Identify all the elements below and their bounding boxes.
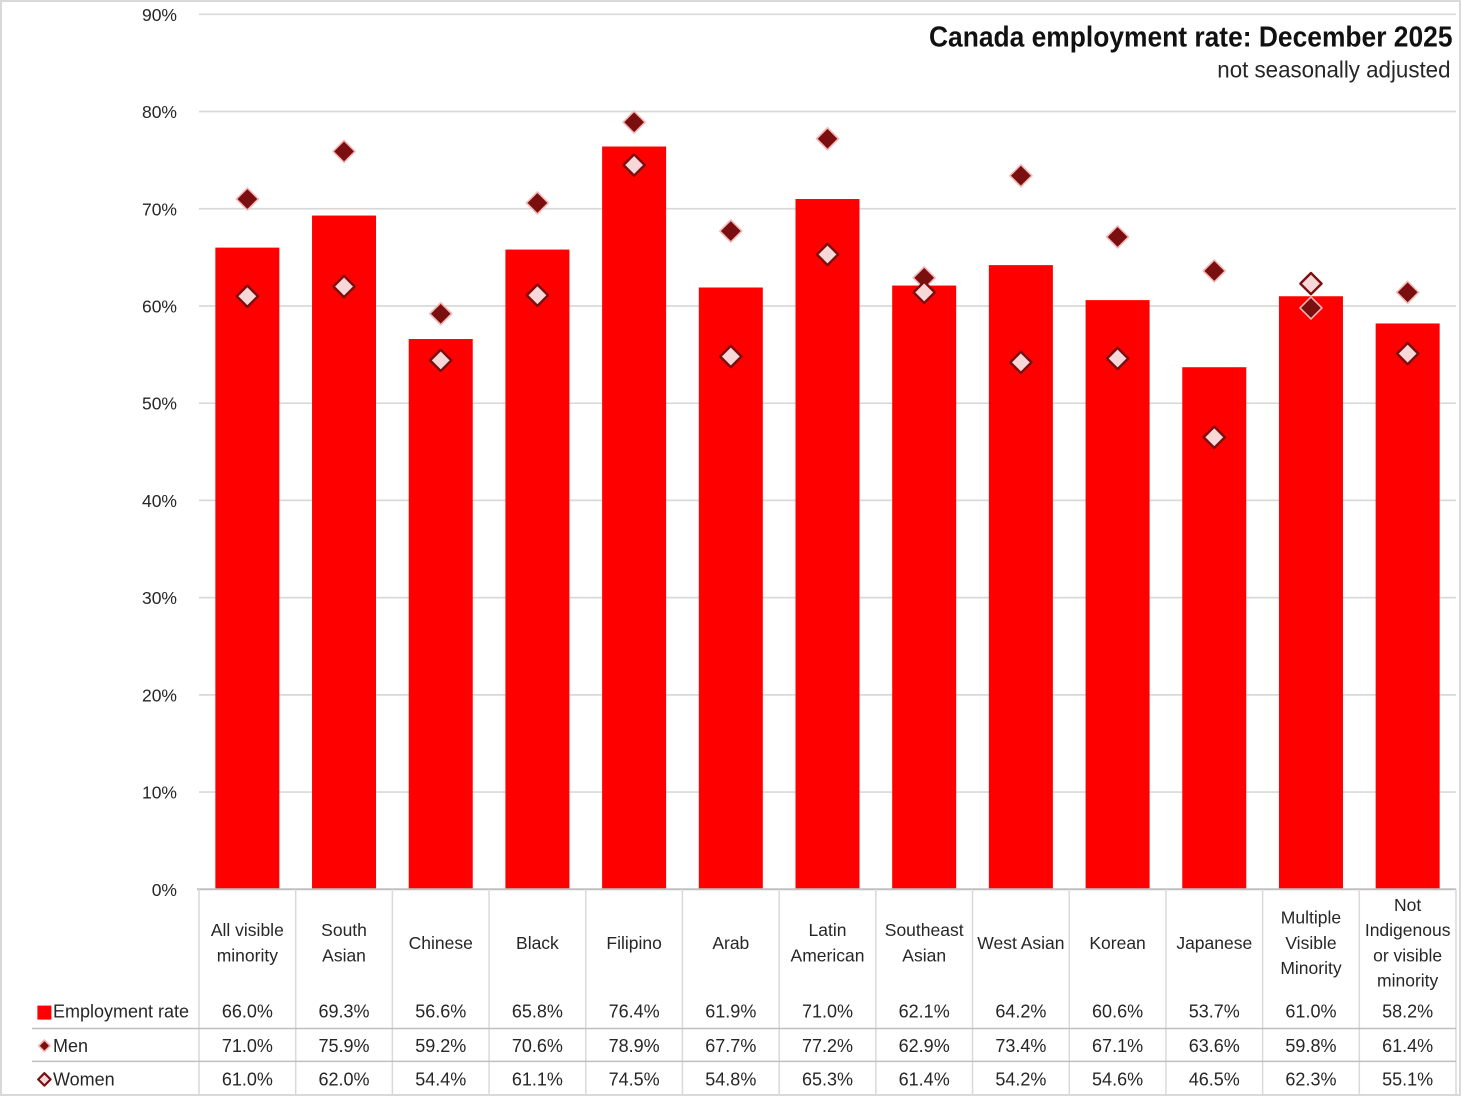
svg-text:61.1%: 61.1% bbox=[512, 1069, 563, 1089]
svg-text:59.8%: 59.8% bbox=[1285, 1036, 1336, 1056]
svg-text:61.0%: 61.0% bbox=[1285, 1002, 1336, 1022]
svg-text:or visible: or visible bbox=[1373, 945, 1442, 965]
svg-text:minority: minority bbox=[1377, 971, 1439, 991]
svg-text:60.6%: 60.6% bbox=[1092, 1002, 1143, 1022]
svg-text:69.3%: 69.3% bbox=[319, 1002, 370, 1022]
svg-text:61.0%: 61.0% bbox=[222, 1069, 273, 1089]
svg-text:71.0%: 71.0% bbox=[222, 1036, 273, 1056]
svg-text:67.7%: 67.7% bbox=[705, 1036, 756, 1056]
svg-text:Filipino: Filipino bbox=[606, 933, 661, 953]
svg-text:0%: 0% bbox=[152, 880, 177, 900]
svg-text:Korean: Korean bbox=[1089, 933, 1145, 953]
svg-text:53.7%: 53.7% bbox=[1189, 1002, 1240, 1022]
svg-text:Chinese: Chinese bbox=[409, 933, 473, 953]
svg-text:62.3%: 62.3% bbox=[1285, 1069, 1336, 1089]
svg-text:70.6%: 70.6% bbox=[512, 1036, 563, 1056]
svg-text:Southeast: Southeast bbox=[885, 920, 964, 940]
svg-text:78.9%: 78.9% bbox=[609, 1036, 660, 1056]
svg-text:55.1%: 55.1% bbox=[1382, 1069, 1433, 1089]
svg-text:10%: 10% bbox=[142, 783, 177, 803]
svg-text:Canada employment rate: Decemb: Canada employment rate: December 2025 bbox=[929, 20, 1453, 52]
svg-text:61.4%: 61.4% bbox=[899, 1069, 950, 1089]
svg-text:65.3%: 65.3% bbox=[802, 1069, 853, 1089]
svg-text:54.2%: 54.2% bbox=[995, 1069, 1046, 1089]
svg-text:58.2%: 58.2% bbox=[1382, 1002, 1433, 1022]
svg-text:Women: Women bbox=[53, 1069, 115, 1089]
svg-text:Asian: Asian bbox=[902, 945, 946, 965]
svg-text:Not: Not bbox=[1394, 895, 1421, 915]
svg-text:76.4%: 76.4% bbox=[609, 1002, 660, 1022]
svg-text:54.4%: 54.4% bbox=[415, 1069, 466, 1089]
svg-text:90%: 90% bbox=[142, 5, 177, 25]
svg-text:Japanese: Japanese bbox=[1176, 933, 1252, 953]
svg-text:80%: 80% bbox=[142, 102, 177, 122]
svg-text:60%: 60% bbox=[142, 296, 177, 316]
svg-text:Latin: Latin bbox=[809, 920, 847, 940]
svg-text:West Asian: West Asian bbox=[977, 933, 1064, 953]
svg-text:62.9%: 62.9% bbox=[899, 1036, 950, 1056]
svg-text:Indigenous: Indigenous bbox=[1365, 920, 1451, 940]
svg-text:59.2%: 59.2% bbox=[415, 1036, 466, 1056]
svg-text:minority: minority bbox=[217, 945, 279, 965]
svg-text:71.0%: 71.0% bbox=[802, 1002, 853, 1022]
svg-text:Employment rate: Employment rate bbox=[53, 1002, 189, 1022]
svg-text:not seasonally adjusted: not seasonally adjusted bbox=[1217, 56, 1450, 83]
svg-text:54.6%: 54.6% bbox=[1092, 1069, 1143, 1089]
svg-text:50%: 50% bbox=[142, 394, 177, 414]
svg-text:75.9%: 75.9% bbox=[319, 1036, 370, 1056]
svg-text:30%: 30% bbox=[142, 588, 177, 608]
svg-text:54.8%: 54.8% bbox=[705, 1069, 756, 1089]
svg-text:66.0%: 66.0% bbox=[222, 1002, 273, 1022]
svg-text:62.0%: 62.0% bbox=[319, 1069, 370, 1089]
svg-text:74.5%: 74.5% bbox=[609, 1069, 660, 1089]
svg-text:46.5%: 46.5% bbox=[1189, 1069, 1240, 1089]
svg-text:Arab: Arab bbox=[712, 933, 749, 953]
svg-text:All visible: All visible bbox=[211, 920, 284, 940]
svg-text:20%: 20% bbox=[142, 685, 177, 705]
svg-text:Multiple: Multiple bbox=[1281, 908, 1341, 928]
svg-text:Visible: Visible bbox=[1285, 933, 1336, 953]
svg-text:65.8%: 65.8% bbox=[512, 1002, 563, 1022]
svg-text:70%: 70% bbox=[142, 199, 177, 219]
svg-text:56.6%: 56.6% bbox=[415, 1002, 466, 1022]
svg-text:Asian: Asian bbox=[322, 945, 366, 965]
svg-text:77.2%: 77.2% bbox=[802, 1036, 853, 1056]
svg-text:American: American bbox=[791, 945, 865, 965]
svg-text:Men: Men bbox=[53, 1036, 88, 1056]
svg-text:73.4%: 73.4% bbox=[995, 1036, 1046, 1056]
svg-text:61.4%: 61.4% bbox=[1382, 1036, 1433, 1056]
svg-text:62.1%: 62.1% bbox=[899, 1002, 950, 1022]
svg-text:63.6%: 63.6% bbox=[1189, 1036, 1240, 1056]
svg-text:Black: Black bbox=[516, 933, 559, 953]
svg-text:South: South bbox=[321, 920, 367, 940]
svg-text:67.1%: 67.1% bbox=[1092, 1036, 1143, 1056]
svg-text:64.2%: 64.2% bbox=[995, 1002, 1046, 1022]
svg-text:61.9%: 61.9% bbox=[705, 1002, 756, 1022]
svg-text:Minority: Minority bbox=[1280, 958, 1342, 978]
svg-text:40%: 40% bbox=[142, 491, 177, 511]
